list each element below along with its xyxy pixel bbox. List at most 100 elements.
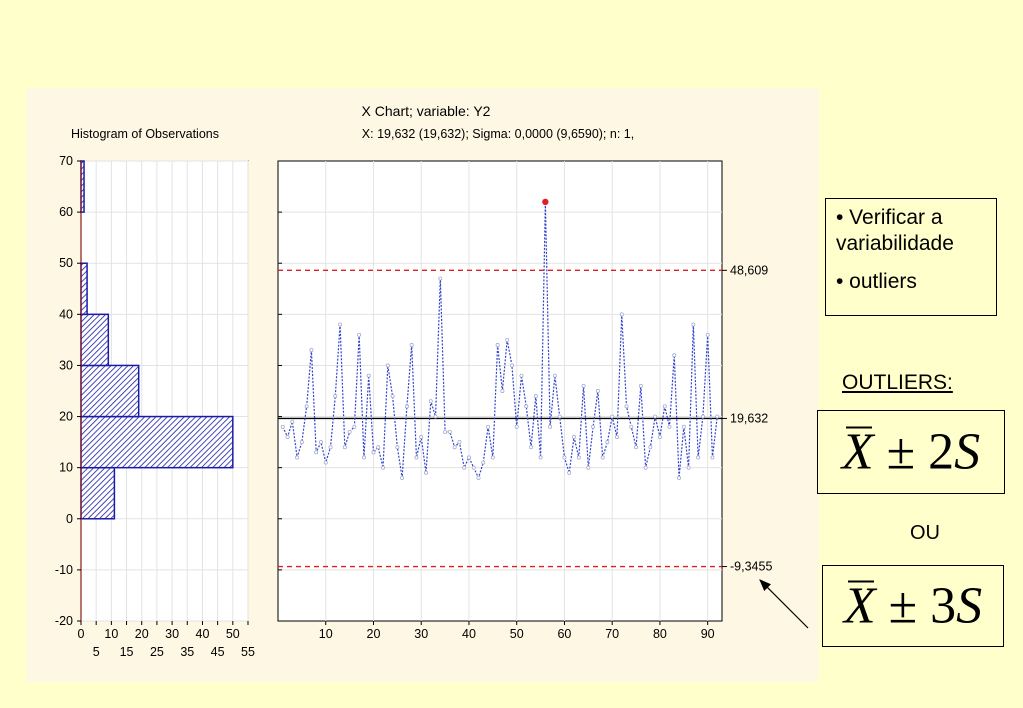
xchart-point: [519, 373, 524, 378]
xchart-point: [529, 445, 533, 450]
xchart-point: [476, 475, 481, 480]
histogram-ytick-label: 40: [59, 307, 73, 321]
xchart-point: [629, 424, 634, 429]
histogram-bar-0: [80, 466, 116, 520]
chart-panel: X Chart; variable: Y2 X: 19,632 (19,632)…: [26, 88, 819, 682]
xchart-point: [576, 455, 581, 460]
formula-3s-var: S: [956, 577, 983, 635]
xchart-point: [342, 445, 347, 450]
xchart-point: [457, 440, 462, 445]
formula-3s: X ± 3S: [823, 577, 1003, 636]
xchart-point: [524, 404, 529, 409]
notes-box: • Verificar a variabilidade • outliers: [825, 198, 997, 316]
formula-3s-op: ±: [888, 577, 918, 635]
xchart-point: [638, 383, 643, 388]
histogram-title: Histogram of Observations: [71, 127, 219, 141]
xchart-point: [591, 424, 596, 429]
outliers-heading: OUTLIERS:: [842, 371, 953, 394]
xchart-point: [595, 389, 600, 393]
histogram-bar-4: [80, 262, 88, 316]
xchart-point: [572, 435, 576, 439]
histogram-xtick-label: 15: [120, 645, 134, 659]
xchart-xtick-label: 30: [414, 627, 428, 641]
formula-2s-op: ±: [886, 423, 916, 481]
xchart-point: [586, 465, 591, 470]
xchart-point: [419, 435, 424, 439]
xchart-point: [290, 419, 295, 424]
xchart-point: [299, 440, 304, 445]
xchart-point: [433, 414, 438, 419]
histogram-bar-1: [80, 415, 234, 469]
histogram-ytick-label: 30: [59, 358, 73, 372]
xchart-point: [710, 455, 715, 460]
xchart-point: [309, 348, 314, 353]
xchart-point: [361, 455, 366, 460]
xchart-xtick-label: 90: [701, 627, 715, 641]
xchart-point: [357, 332, 362, 337]
xchart-series-line: [282, 201, 718, 480]
xchart-point: [533, 394, 538, 399]
xchart-point: [414, 455, 419, 460]
histogram-xtick-label: 10: [104, 627, 118, 641]
xchart-point: [634, 445, 639, 450]
xchart-point: [428, 399, 433, 404]
histogram-xtick-label: 5: [93, 645, 100, 659]
xchart-point: [715, 414, 720, 419]
xchart-point: [696, 455, 701, 460]
histogram-xtick-label: 35: [180, 645, 194, 659]
note-outliers: • outliers: [836, 270, 917, 293]
xchart-point: [366, 373, 371, 378]
xchart-point: [404, 404, 409, 409]
xchart-point: [672, 353, 677, 358]
xchart-point: [643, 465, 648, 470]
lcl-label: -9,3455: [730, 560, 772, 574]
xchart-title: X Chart; variable: Y2: [362, 103, 491, 119]
xchart-point: [624, 404, 629, 409]
formula-2s-box: X ± 2S: [817, 410, 1005, 494]
xchart-point: [452, 445, 457, 450]
xchart-point: [600, 455, 605, 460]
xchart-point: [548, 424, 553, 429]
center-line-label: 19,632: [730, 411, 768, 425]
xchart-point: [495, 343, 500, 347]
x-chart: 48,609 19,632 -9,3455 10 20 30 40 50 60 70 80 90: [277, 160, 772, 641]
xchart-point: [467, 455, 471, 460]
xchart-point: [567, 470, 572, 475]
histogram-ytick-label: 60: [59, 205, 73, 219]
xchart-point: [677, 475, 681, 480]
histogram-xtick-label: 40: [196, 627, 210, 641]
histogram-ytick-label: 20: [59, 410, 73, 424]
histogram-xtick-label: 30: [165, 627, 179, 641]
formula-3s-factor: 3: [930, 577, 957, 635]
xchart-point: [705, 332, 710, 337]
xchart-point: [657, 435, 662, 439]
xchart-point: [314, 450, 319, 455]
xchart-xtick-label: 40: [462, 627, 476, 641]
xchart-xtick-label: 50: [510, 627, 524, 641]
xchart-point: [514, 424, 519, 429]
xchart-point: [490, 455, 495, 460]
xchart-point: [424, 470, 428, 475]
xchart-point: [443, 429, 448, 434]
xchart-point: [581, 383, 586, 388]
xchart-point: [295, 455, 300, 460]
xchart-point: [376, 445, 381, 450]
ou-connector: OU: [910, 522, 940, 544]
formula-3s-mean: X: [843, 577, 876, 635]
xchart-point: [409, 343, 414, 347]
xchart-point: [323, 460, 328, 465]
histogram-xtick-label: 25: [150, 645, 164, 659]
formula-2s: X ± 2S: [818, 423, 1004, 482]
xchart-point: [500, 389, 505, 393]
xchart-point: [395, 445, 400, 450]
histogram-xtick-label: 45: [211, 645, 225, 659]
xchart-point: [400, 475, 405, 480]
xchart-point: [381, 465, 385, 470]
xchart-point: [304, 404, 309, 409]
xchart-point: [662, 404, 667, 409]
xchart-point: [681, 424, 686, 429]
histogram-ytick-label: 50: [59, 256, 73, 270]
histogram-bar-3: [80, 313, 110, 367]
note-variability: • Verificar a variabilidade: [836, 206, 954, 255]
xchart-point: [552, 373, 557, 378]
